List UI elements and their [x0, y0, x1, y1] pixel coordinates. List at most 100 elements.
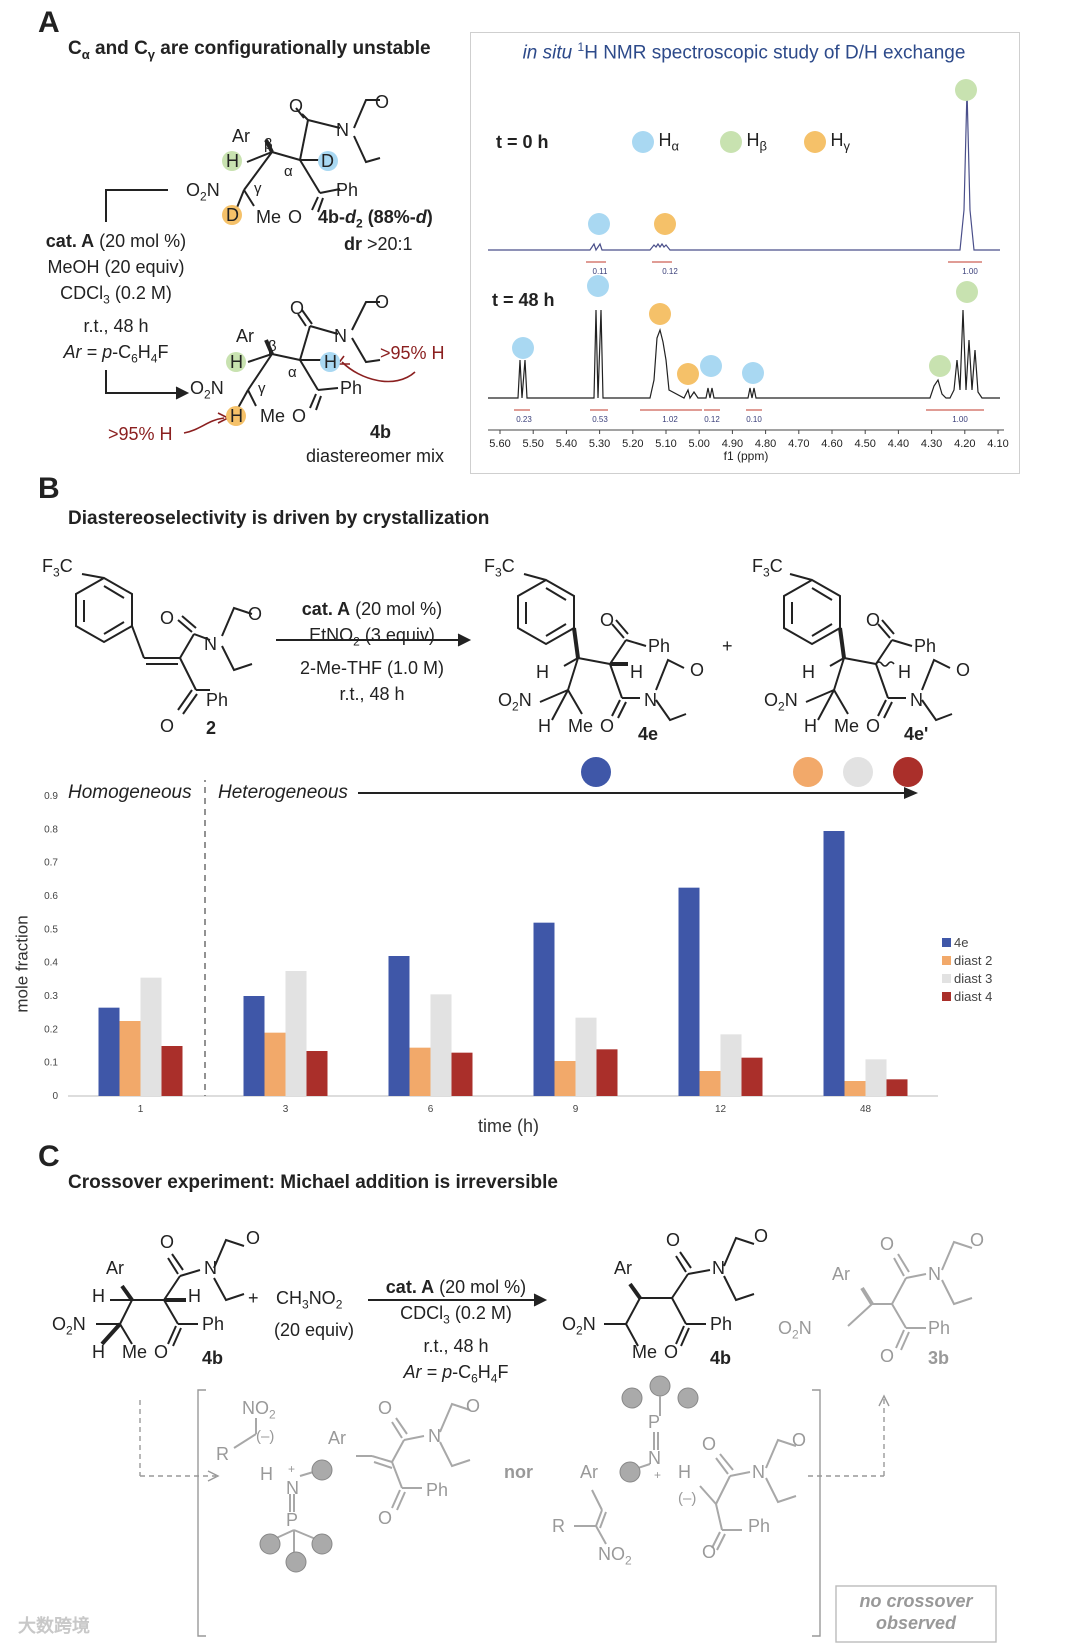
atom-f3c: F3C [484, 556, 515, 580]
nmr-tick-label: 4.20 [954, 438, 975, 450]
atom-o: O [154, 1342, 169, 1362]
atom-o: O [160, 716, 175, 736]
nmr-tick-label: 4.60 [821, 438, 842, 450]
atom-h: H [678, 1462, 691, 1482]
atom-o: O [600, 716, 615, 736]
atom-n: N [428, 1426, 441, 1446]
atom-ar: Ar [106, 1258, 124, 1278]
no-crossover-note: no crossover observed [859, 1591, 973, 1633]
h-callout: >95% H [380, 343, 445, 363]
panel-letter-b: B [38, 472, 60, 505]
atom-o2n: O2N [778, 1318, 812, 1342]
atom-n: N [752, 1462, 765, 1482]
x-axis-label: time (h) [478, 1116, 540, 1136]
atom-h: H [538, 716, 551, 736]
atom-h: H [802, 662, 815, 682]
nmr-legend-h-alpha: Hα [632, 130, 679, 154]
bar-diast-3-t6 [430, 994, 452, 1096]
y-tick-label: 0.8 [44, 824, 58, 835]
nmr-axis-label: f1 (ppm) [724, 449, 769, 463]
nmr-tick-label: 4.70 [788, 438, 809, 450]
atom-me: Me [256, 207, 282, 227]
panel-b-scheme [75, 573, 953, 722]
nmr-tick-label: 5.60 [489, 438, 510, 450]
marker-diast-4 [893, 757, 923, 787]
product-label-4b: 4b [370, 422, 392, 442]
atom-o: O [288, 207, 303, 227]
bar-diast-4-t12 [741, 1057, 763, 1096]
atom-n: N [336, 120, 349, 140]
trace-bottom-label: t = 48 h [492, 290, 555, 310]
x-tick-label: 12 [715, 1104, 727, 1115]
atom-me: Me [260, 406, 286, 426]
bar-4e-t6 [388, 956, 410, 1096]
atom-o: O [290, 298, 305, 318]
atom-o2n: O2N [52, 1314, 86, 1338]
atom-me: Me [568, 716, 594, 736]
nmr-tick-label: 4.30 [921, 438, 942, 450]
atom-o: O [160, 1232, 175, 1252]
marker-4e [581, 757, 611, 787]
atom-o: O [702, 1542, 717, 1562]
product-label-4b: 4b [710, 1348, 732, 1368]
atom-h: H [92, 1286, 105, 1306]
nor-label: nor [504, 1462, 533, 1482]
atom-o: O [246, 1228, 261, 1248]
atom-n: N [286, 1478, 299, 1498]
atom-o: O [792, 1430, 807, 1450]
atom-ph: Ph [748, 1516, 771, 1536]
panel-c-gray-structures [233, 1240, 973, 1573]
atom-o2n: O2N [498, 690, 532, 714]
nmr-tick-label: 5.50 [522, 438, 543, 450]
atom-o: O [292, 406, 307, 426]
atom-ph: Ph [648, 636, 671, 656]
bar-diast-4-t9 [596, 1049, 618, 1096]
nmr-inset [470, 32, 1020, 474]
bar-diast-3-t48 [865, 1059, 887, 1096]
regime-homogeneous: Homogeneous [68, 782, 192, 803]
integral-bottom-3: 1.02 [662, 415, 678, 424]
x-tick-label: 6 [428, 1104, 434, 1115]
bar-diast-3-t9 [575, 1017, 597, 1096]
atom-o: O [466, 1396, 481, 1416]
bar-diast-2-t12 [699, 1071, 721, 1096]
atom-d: D [226, 205, 239, 225]
nmr-tick-label: 4.50 [854, 438, 875, 450]
atom-h: H [898, 662, 911, 682]
nmr-tick-label: 4.90 [722, 438, 743, 450]
atom-ar: Ar [328, 1428, 346, 1448]
atom-o: O [666, 1230, 681, 1250]
label-gamma: γ [254, 180, 262, 197]
bar-diast-2-t3 [264, 1032, 286, 1096]
marker-diast-3 [843, 757, 873, 787]
atom-ar: Ar [232, 126, 250, 146]
atom-ph: Ph [928, 1318, 951, 1338]
atom-ph: Ph [710, 1314, 733, 1334]
panel-letter-c: C [38, 1140, 60, 1173]
product-label-4e-prime: 4e' [904, 724, 929, 744]
bar-4e-t9 [533, 922, 555, 1096]
atom-o: O [866, 610, 881, 630]
product-subtitle: diastereomer mix [306, 446, 445, 466]
atom-ph: Ph [336, 180, 359, 200]
label-alpha: α [288, 364, 297, 381]
y-tick-label: 0.7 [44, 858, 58, 869]
atom-me: Me [632, 1342, 658, 1362]
nmr-tick-label: 4.80 [755, 438, 776, 450]
atom-h: H [536, 662, 549, 682]
atom-o: O [956, 660, 971, 680]
bar-diast-3-t1 [140, 977, 162, 1096]
atom-o: O [880, 1234, 895, 1254]
atom-n: N [648, 1448, 661, 1468]
atom-h: H [804, 716, 817, 736]
atom-o2n: O2N [190, 378, 224, 402]
atom-h: H [188, 1286, 201, 1306]
atom-o: O [375, 92, 390, 112]
atom-r: R [552, 1516, 565, 1536]
atom-h: H [230, 406, 243, 426]
bar-diast-4-t1 [161, 1046, 183, 1096]
nmr-tick-label: 5.10 [655, 438, 676, 450]
integral-top-2: 0.12 [662, 267, 678, 276]
atom-h: H [324, 352, 337, 372]
atom-ar: Ar [614, 1258, 632, 1278]
